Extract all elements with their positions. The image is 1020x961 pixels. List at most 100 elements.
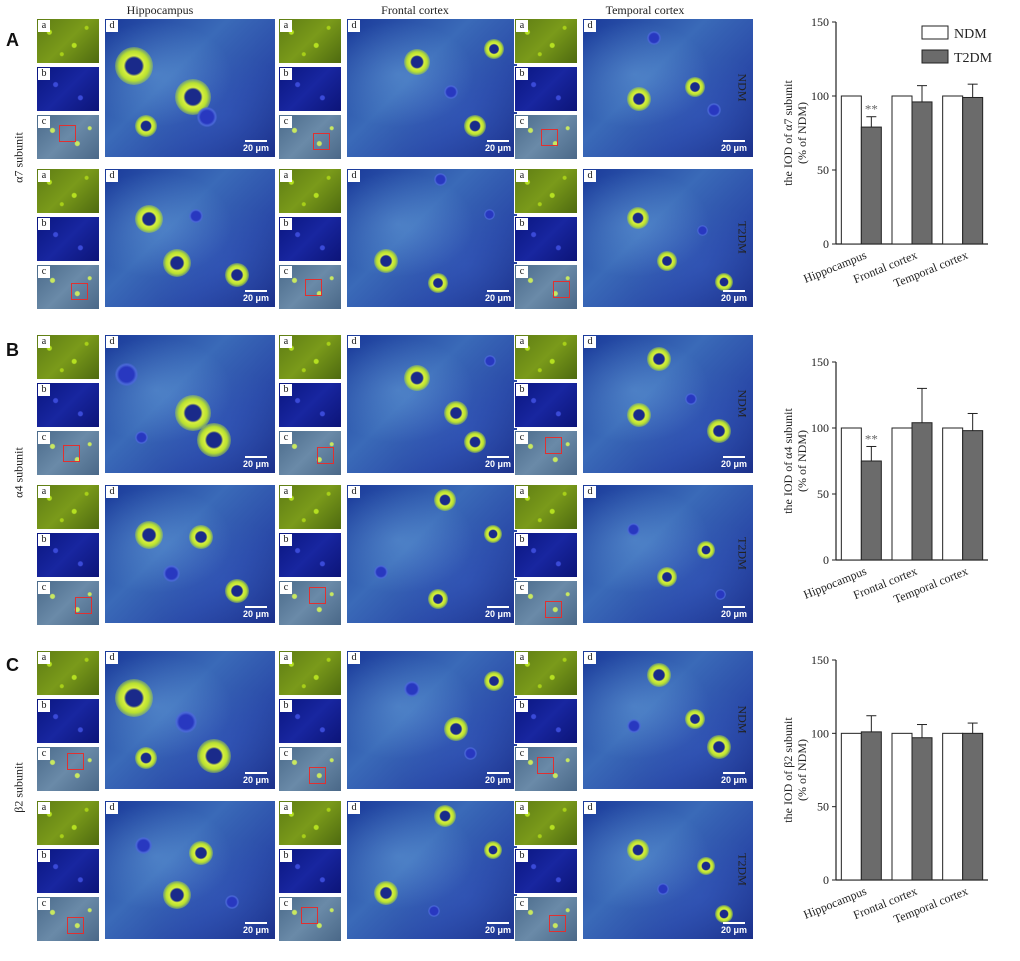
thumbnail-a-hippocampus-alpha4-t2dm: a: [36, 484, 100, 530]
scale-bar-label: 20 μm: [242, 459, 269, 469]
y-tick-label: 100: [811, 726, 829, 740]
scale-bar: 20 μm: [243, 290, 269, 303]
bar-ndm-2: [942, 427, 964, 561]
thumbnail-letter: b: [280, 534, 292, 546]
thumbnail-letter: a: [38, 336, 50, 348]
scale-bar: 20 μm: [721, 456, 747, 469]
micrograph-letter: d: [584, 486, 596, 498]
scale-bar-label: 20 μm: [242, 925, 269, 935]
thumbnail-c-temporal-cortex-alpha4-t2dm: c: [514, 580, 578, 626]
scale-bar-line: [244, 290, 267, 292]
y-tick-label: 50: [817, 487, 829, 501]
thumbnail-letter: b: [280, 850, 292, 862]
thumbnail-a-temporal-cortex-alpha4-ndm: a: [514, 334, 578, 380]
neuron-cell: [135, 205, 163, 233]
thumbnail-letter: a: [516, 336, 528, 348]
panel-letter-a: A: [6, 30, 19, 50]
micrograph-letter: d: [348, 802, 360, 814]
bar-chart-alpha4: 0 50 100 150 the IOD of α4 subunit(% of NDM)…: [781, 355, 988, 606]
thumbnail-letter: c: [280, 898, 292, 910]
subunit-label-beta2: β2 subunit: [11, 762, 26, 813]
scale-bar-label: 20 μm: [242, 293, 269, 303]
bar-t2dm-0: [860, 126, 882, 245]
scale-bar-label: 20 μm: [484, 609, 511, 619]
neuron-cell: [404, 49, 430, 75]
thumbnail-letter: a: [38, 486, 50, 498]
neuron-cell: [225, 579, 249, 603]
thumbnail-b-temporal-cortex-beta2-ndm: b: [514, 698, 578, 744]
y-tick-label: 50: [817, 800, 829, 814]
thumbnail-letter: a: [516, 652, 528, 664]
y-tick-label: 50: [817, 163, 829, 177]
neuron-cell: [627, 87, 651, 111]
thumbnail-c-frontal-cortex-beta2-t2dm: c: [278, 896, 342, 942]
scale-bar-line: [486, 772, 509, 774]
scale-bar-line: [244, 606, 267, 608]
neuron-cell: [428, 273, 448, 293]
scale-bar-label: 20 μm: [720, 143, 747, 153]
thumbnail-a-temporal-cortex-beta2-ndm: a: [514, 650, 578, 696]
micrograph-letter: d: [348, 486, 360, 498]
micrograph-d-temporal-cortex-alpha7-t2dm: d 20 μm: [582, 168, 754, 308]
micrograph-letter: d: [106, 486, 118, 498]
thumbnail-letter: c: [516, 116, 528, 128]
thumbnail-b-frontal-cortex-beta2-t2dm: b: [278, 848, 342, 894]
scale-bar-label: 20 μm: [720, 293, 747, 303]
scale-bar-line: [486, 922, 509, 924]
bar-ndm-1: [891, 95, 913, 245]
thumbnail-c-hippocampus-alpha7-ndm: c: [36, 114, 100, 160]
thumbnail-a-temporal-cortex-alpha4-t2dm: a: [514, 484, 578, 530]
bar-t2dm-2: [962, 732, 984, 881]
micrograph-letter: d: [584, 336, 596, 348]
thumbnail-b-temporal-cortex-alpha7-t2dm: b: [514, 216, 578, 262]
neuron-cell: [404, 365, 430, 391]
thumbnail-letter: a: [280, 802, 292, 814]
neuron-cell: [197, 423, 231, 457]
thumbnail-letter: b: [38, 68, 50, 80]
thumbnail-letter: b: [516, 850, 528, 862]
thumbnail-letter: b: [280, 700, 292, 712]
neuron-cell: [115, 47, 153, 85]
neuron-cell: [697, 541, 715, 559]
scale-bar-line: [244, 456, 267, 458]
thumbnail-b-hippocampus-alpha4-ndm: b: [36, 382, 100, 428]
row-label-t2dm-3: T2DM: [735, 537, 750, 570]
bar-ndm-0: [840, 95, 862, 245]
nucleus: [715, 589, 726, 600]
nucleus: [444, 85, 458, 99]
micrograph-d-hippocampus-alpha7-t2dm: d 20 μm: [104, 168, 276, 308]
bar-t2dm-0: [860, 731, 882, 881]
neuron-cell: [657, 251, 677, 271]
thumbnail-letter: a: [38, 20, 50, 32]
thumbnail-a-frontal-cortex-alpha4-t2dm: a: [278, 484, 342, 530]
scale-bar-label: 20 μm: [484, 459, 511, 469]
y-axis-label-line1: the IOD of α7 subunit: [781, 80, 795, 186]
bar-ndm-2: [942, 95, 964, 245]
thumbnail-letter: a: [280, 652, 292, 664]
neuron-cell: [484, 525, 502, 543]
neuron-cell: [484, 39, 504, 59]
scale-bar-line: [486, 140, 509, 142]
thumbnail-letter: a: [516, 486, 528, 498]
thumbnail-a-frontal-cortex-beta2-ndm: a: [278, 650, 342, 696]
thumbnail-letter: a: [516, 802, 528, 814]
nucleus: [707, 103, 721, 117]
neuron-cell: [715, 273, 733, 291]
y-tick-label: 150: [811, 653, 829, 667]
scale-bar-line: [244, 922, 267, 924]
thumbnail-letter: c: [38, 116, 50, 128]
micrograph-letter: d: [348, 652, 360, 664]
micrograph-d-frontal-cortex-alpha7-t2dm: d 20 μm: [346, 168, 518, 308]
thumbnail-letter: c: [280, 116, 292, 128]
thumbnail-letter: c: [280, 266, 292, 278]
thumbnail-b-hippocampus-alpha7-ndm: b: [36, 66, 100, 112]
nucleus: [135, 431, 148, 444]
y-axis-label-line1: the IOD of α4 subunit: [781, 408, 795, 514]
row-label-t2dm-5: T2DM: [735, 853, 750, 886]
micrograph-d-temporal-cortex-beta2-t2dm: d 20 μm: [582, 800, 754, 940]
thumbnail-a-frontal-cortex-alpha4-ndm: a: [278, 334, 342, 380]
scale-bar: 20 μm: [485, 772, 511, 785]
thumbnail-b-frontal-cortex-beta2-ndm: b: [278, 698, 342, 744]
scale-bar: 20 μm: [485, 922, 511, 935]
panel-letter-b: B: [6, 340, 19, 360]
